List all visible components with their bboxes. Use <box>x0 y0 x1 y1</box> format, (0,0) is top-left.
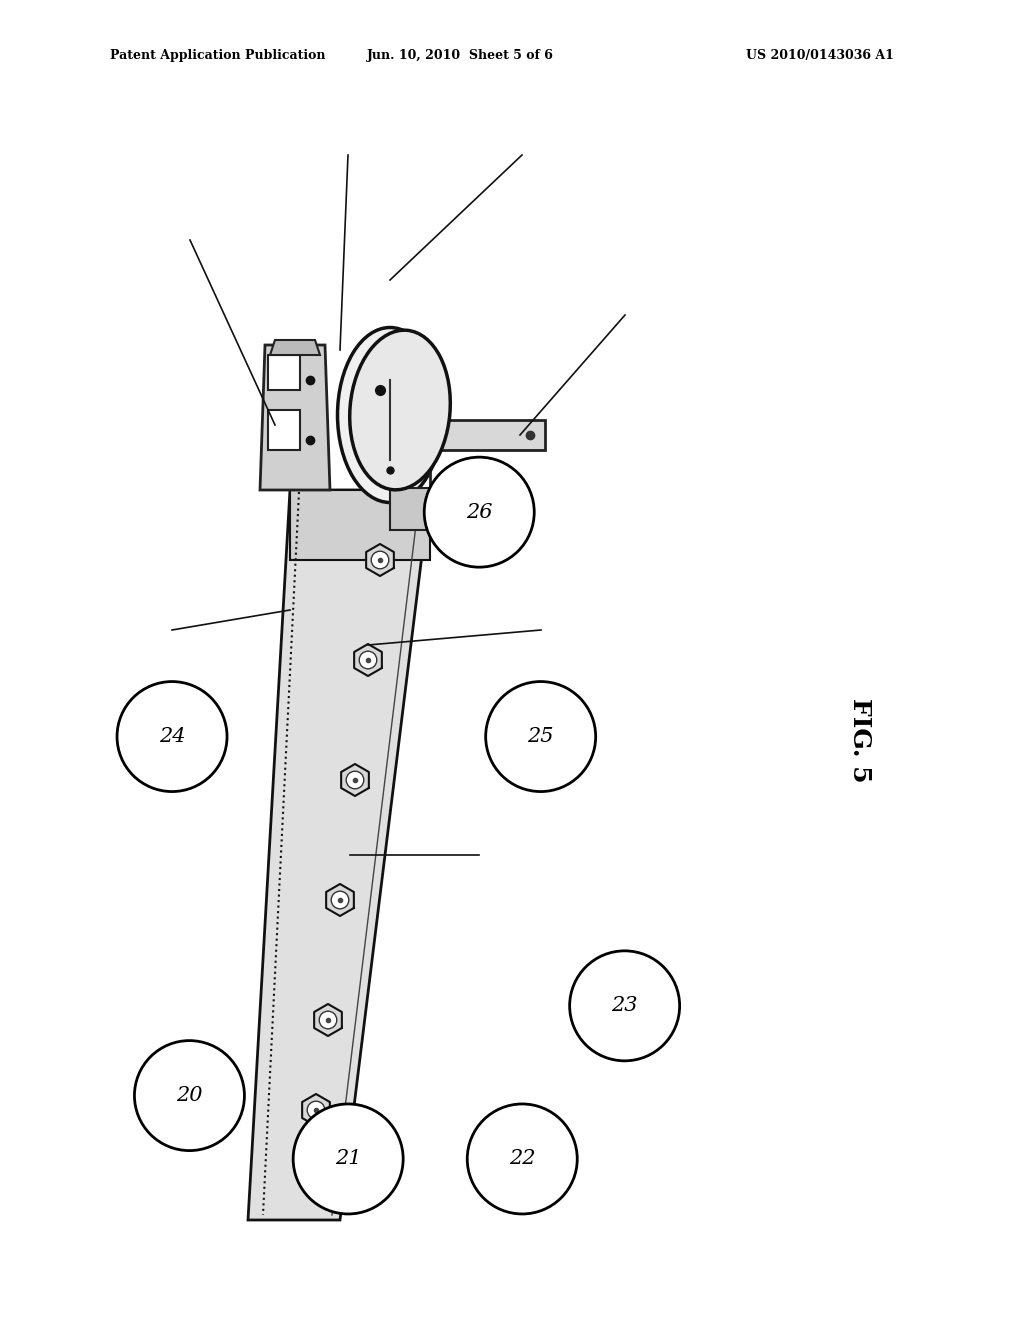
Ellipse shape <box>338 327 442 503</box>
Polygon shape <box>268 355 300 389</box>
Circle shape <box>293 1104 403 1214</box>
Polygon shape <box>270 341 319 355</box>
Polygon shape <box>248 490 430 1220</box>
Text: 25: 25 <box>527 727 554 746</box>
Circle shape <box>371 552 389 569</box>
Polygon shape <box>354 644 382 676</box>
Circle shape <box>569 950 680 1061</box>
Text: 20: 20 <box>176 1086 203 1105</box>
Circle shape <box>134 1040 245 1151</box>
Text: 21: 21 <box>335 1150 361 1168</box>
Polygon shape <box>268 411 300 450</box>
Text: 24: 24 <box>159 727 185 746</box>
Text: FIG. 5: FIG. 5 <box>848 698 872 783</box>
Polygon shape <box>367 544 394 576</box>
Polygon shape <box>260 345 330 490</box>
Circle shape <box>319 1011 337 1028</box>
Polygon shape <box>326 884 354 916</box>
Circle shape <box>307 1101 325 1119</box>
Circle shape <box>424 457 535 568</box>
Circle shape <box>359 651 377 669</box>
Polygon shape <box>430 420 545 450</box>
Polygon shape <box>314 1005 342 1036</box>
Polygon shape <box>290 490 430 560</box>
Polygon shape <box>302 1094 330 1126</box>
Circle shape <box>485 681 596 792</box>
Polygon shape <box>390 488 445 531</box>
Circle shape <box>346 771 364 789</box>
Circle shape <box>331 891 349 908</box>
Text: 23: 23 <box>611 997 638 1015</box>
Text: Patent Application Publication: Patent Application Publication <box>110 49 326 62</box>
Polygon shape <box>341 764 369 796</box>
Circle shape <box>117 681 227 792</box>
Text: US 2010/0143036 A1: US 2010/0143036 A1 <box>746 49 894 62</box>
Text: Jun. 10, 2010  Sheet 5 of 6: Jun. 10, 2010 Sheet 5 of 6 <box>367 49 553 62</box>
Circle shape <box>467 1104 578 1214</box>
Text: 26: 26 <box>466 503 493 521</box>
Text: 22: 22 <box>509 1150 536 1168</box>
Ellipse shape <box>350 330 451 490</box>
